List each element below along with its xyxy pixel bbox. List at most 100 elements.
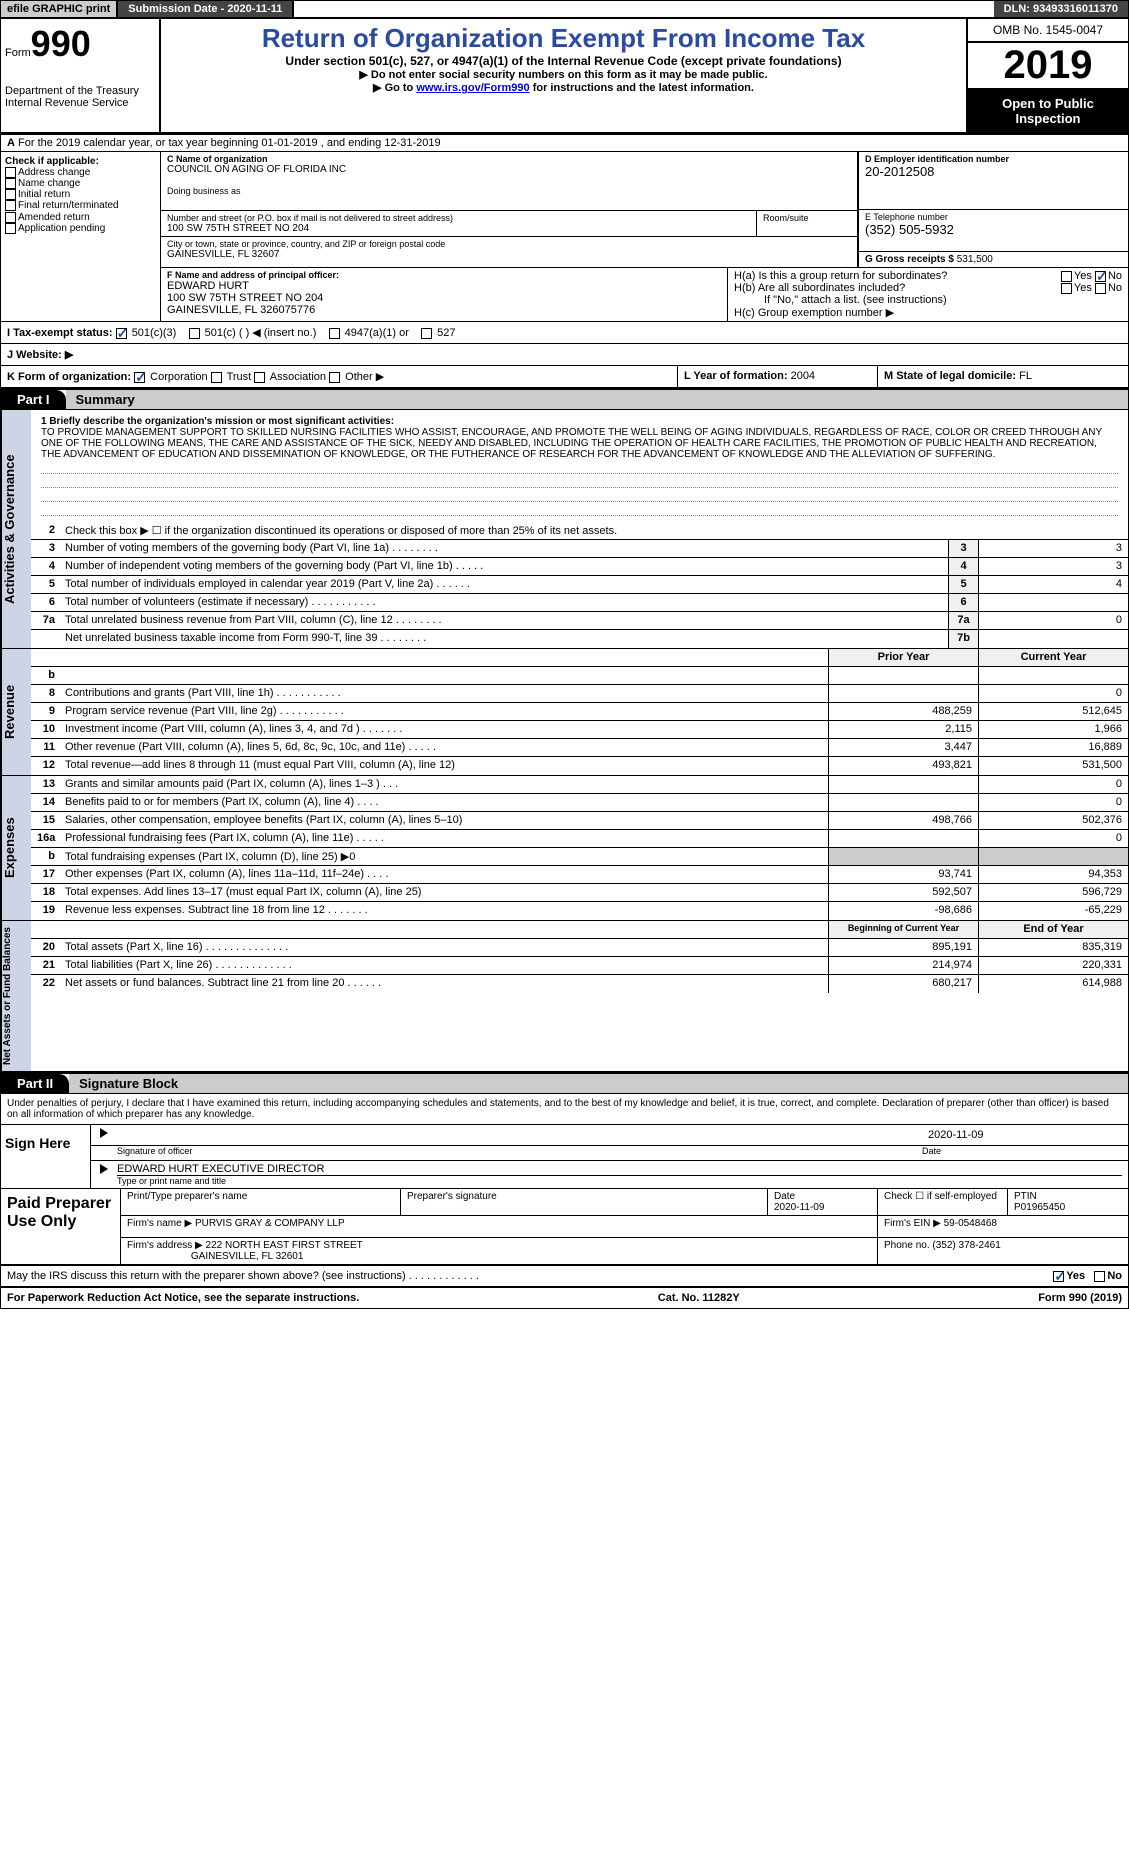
row-j-website: J Website: ▶ — [1, 344, 1128, 366]
submission-date: Submission Date - 2020-11-11 — [118, 1, 294, 17]
chk-application-pending[interactable]: Application pending — [5, 223, 156, 234]
phone-value: (352) 505-5932 — [865, 222, 1122, 237]
lbl-prep-sig: Preparer's signature — [401, 1189, 768, 1215]
chk-name-change[interactable]: Name change — [5, 178, 156, 189]
chk-trust[interactable] — [211, 372, 222, 383]
form-num: 990 — [31, 23, 91, 64]
chk-other[interactable] — [329, 372, 340, 383]
cell-gross-receipts: G Gross receipts $ 531,500 — [859, 252, 1128, 267]
row-a-text: For the 2019 calendar year, or tax year … — [18, 137, 441, 149]
lbl-dba: Doing business as — [167, 186, 851, 196]
lbl-tax-status: I Tax-exempt status: — [7, 327, 113, 339]
lbl-firm-phone: Phone no. — [884, 1240, 930, 1251]
lbl-phone: E Telephone number — [865, 212, 1122, 222]
chk-hb-yes[interactable] — [1061, 283, 1072, 294]
chk-ha-no[interactable] — [1095, 271, 1106, 282]
data-line: 20Total assets (Part X, line 16) . . . .… — [31, 939, 1128, 957]
col-de: D Employer identification number 20-2012… — [858, 152, 1128, 267]
hdr-begin-year: Beginning of Current Year — [828, 921, 978, 938]
chk-4947[interactable] — [329, 328, 340, 339]
col-b-checkboxes: Check if applicable: Address change Name… — [1, 152, 161, 321]
hb-note: If "No," attach a list. (see instruction… — [734, 294, 1122, 306]
sign-here-row: Sign Here 2020-11-09 Signature of office… — [1, 1125, 1128, 1189]
chk-hb-no[interactable] — [1095, 283, 1106, 294]
open-inspection: Open to Public Inspection — [968, 90, 1128, 132]
footer-right: Form 990 (2019) — [1038, 1292, 1122, 1304]
part2-title: Signature Block — [69, 1074, 1128, 1093]
officer-addr1: 100 SW 75TH STREET NO 204 — [167, 292, 721, 304]
note-ssn: ▶ Do not enter social security numbers o… — [165, 68, 962, 81]
tax-year: 2019 — [968, 43, 1128, 90]
lbl-firm-name: Firm's name ▶ — [127, 1218, 192, 1229]
cell-phone: E Telephone number (352) 505-5932 — [859, 210, 1128, 252]
gov-line: 2Check this box ▶ ☐ if the organization … — [31, 522, 1128, 540]
state-domicile: FL — [1019, 370, 1032, 382]
data-line: 10Investment income (Part VIII, column (… — [31, 721, 1128, 739]
col-cdefg: C Name of organization COUNCIL ON AGING … — [161, 152, 1128, 321]
arrow-icon — [100, 1164, 108, 1174]
chk-501c3[interactable] — [116, 328, 127, 339]
lbl-city: City or town, state or province, country… — [167, 239, 851, 249]
form-prefix: Form — [5, 47, 31, 59]
lbl-prep-name: Print/Type preparer's name — [121, 1189, 401, 1215]
part1-tab: Part I — [1, 390, 66, 409]
year-header-row: Prior Year Current Year — [31, 649, 1128, 667]
col-b-header: Check if applicable: — [5, 156, 99, 167]
header-right: OMB No. 1545-0047 2019 Open to Public In… — [968, 19, 1128, 132]
chk-final-return[interactable]: Final return/terminated — [5, 200, 156, 211]
header-mid: Return of Organization Exempt From Incom… — [161, 19, 968, 132]
mission-intro: 1 Briefly describe the organization's mi… — [41, 416, 394, 427]
chk-amended-return[interactable]: Amended return — [5, 212, 156, 223]
firm-addr2: GAINESVILLE, FL 32601 — [191, 1251, 303, 1262]
lbl-officer: F Name and address of principal officer: — [167, 270, 339, 280]
chk-corporation[interactable] — [134, 372, 145, 383]
note2-post: for instructions and the latest informat… — [530, 82, 754, 94]
section-entity-info: Check if applicable: Address change Name… — [1, 152, 1128, 322]
part2-header: Part II Signature Block — [1, 1074, 1128, 1094]
firm-ein: 59-0548468 — [944, 1218, 997, 1229]
section-net-assets: Net Assets or Fund Balances Beginning of… — [1, 921, 1128, 1074]
officer-name: EDWARD HURT — [167, 280, 721, 292]
chk-527[interactable] — [421, 328, 432, 339]
cell-address-row: Number and street (or P.O. box if mail i… — [161, 211, 857, 237]
chk-discuss-no[interactable] — [1094, 1271, 1105, 1282]
cell-h-group: H(a) Is this a group return for subordin… — [728, 268, 1128, 321]
row-k-form-org: K Form of organization: Corporation Trus… — [1, 366, 1128, 390]
form-number: Form990 — [5, 23, 155, 65]
ha-text: H(a) Is this a group return for subordin… — [734, 270, 947, 282]
irs-link[interactable]: www.irs.gov/Form990 — [416, 82, 529, 94]
mission-block: 1 Briefly describe the organization's mi… — [31, 410, 1128, 522]
arrow-icon — [100, 1128, 108, 1138]
side-revenue: Revenue — [1, 649, 31, 775]
prep-line-3: Firm's address ▶ 222 NORTH EAST FIRST ST… — [121, 1238, 1128, 1264]
lbl-firm-ein: Firm's EIN ▶ — [884, 1218, 941, 1229]
row-a-tax-year: A For the 2019 calendar year, or tax yea… — [1, 135, 1128, 152]
data-line: bTotal fundraising expenses (Part IX, co… — [31, 848, 1128, 866]
preparer-label: Paid Preparer Use Only — [1, 1189, 121, 1264]
cell-ein: D Employer identification number 20-2012… — [859, 152, 1128, 210]
lbl-prep-date: Date — [774, 1191, 795, 1202]
note-link: ▶ Go to www.irs.gov/Form990 for instruct… — [165, 81, 962, 94]
gross-value: 531,500 — [957, 254, 993, 265]
lbl-gross: G Gross receipts $ — [865, 254, 954, 265]
ptin-value: P01965450 — [1014, 1202, 1065, 1213]
lbl-website: J Website: ▶ — [7, 348, 73, 361]
dln: DLN: 93493316011370 — [994, 1, 1128, 17]
chk-association[interactable] — [254, 372, 265, 383]
topbar: efile GRAPHIC print Submission Date - 20… — [1, 1, 1128, 19]
data-line: 17Other expenses (Part IX, column (A), l… — [31, 866, 1128, 884]
chk-discuss-yes[interactable] — [1053, 1271, 1064, 1282]
chk-ha-yes[interactable] — [1061, 271, 1072, 282]
discuss-text: May the IRS discuss this return with the… — [7, 1270, 1053, 1282]
gov-line: 3Number of voting members of the governi… — [31, 540, 1128, 558]
form-990-page: efile GRAPHIC print Submission Date - 20… — [0, 0, 1129, 1309]
chk-501c[interactable] — [189, 328, 200, 339]
data-line: 8Contributions and grants (Part VIII, li… — [31, 685, 1128, 703]
lbl-ein: D Employer identification number — [865, 154, 1009, 164]
footer-left: For Paperwork Reduction Act Notice, see … — [7, 1292, 359, 1304]
chk-address-change[interactable]: Address change — [5, 167, 156, 178]
chk-initial-return[interactable]: Initial return — [5, 189, 156, 200]
lbl-sig-officer: Signature of officer — [117, 1146, 922, 1156]
org-name: COUNCIL ON AGING OF FLORIDA INC — [167, 164, 851, 175]
firm-name: PURVIS GRAY & COMPANY LLP — [195, 1218, 345, 1229]
